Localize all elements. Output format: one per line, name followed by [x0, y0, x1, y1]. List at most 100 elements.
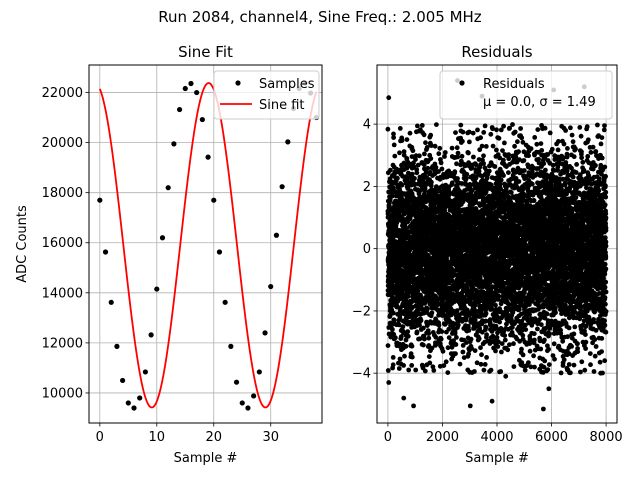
residual-point	[458, 122, 464, 128]
residual-point	[426, 354, 432, 359]
residual-point	[473, 175, 479, 181]
residual-point	[409, 363, 415, 368]
sample-point	[165, 185, 171, 191]
sample-point	[108, 299, 114, 305]
residual-point	[429, 310, 435, 316]
residual-point	[417, 153, 422, 159]
residual-point	[494, 335, 500, 340]
residual-point	[490, 143, 496, 149]
residual-point	[423, 140, 428, 146]
sine-fit-x-tick-label: 0	[96, 430, 104, 445]
residual-point	[455, 322, 461, 328]
residual-point	[410, 148, 416, 154]
residual-point	[401, 149, 407, 155]
residual-point	[464, 171, 470, 177]
residual-point	[428, 156, 434, 162]
sine-fit-title: Sine Fit	[178, 43, 233, 61]
residual-point	[414, 170, 420, 176]
residual-point	[477, 325, 482, 331]
residual-point	[494, 147, 499, 153]
residual-point	[493, 302, 498, 308]
residual-point	[405, 294, 411, 299]
residual-point	[436, 151, 442, 157]
sample-point	[279, 184, 285, 190]
residual-point	[499, 349, 504, 355]
sample-point	[125, 400, 131, 406]
residual-point	[470, 130, 476, 136]
sine-fit-curve	[98, 82, 318, 409]
residual-point	[385, 368, 391, 373]
sine-fit-legend: Samples Sine fit	[213, 70, 320, 120]
residual-point	[468, 336, 474, 342]
residual-point	[392, 153, 398, 159]
residual-point	[391, 131, 396, 137]
residual-point	[481, 130, 487, 135]
residual-point	[438, 336, 444, 342]
sample-point	[131, 405, 137, 411]
residual-point	[390, 355, 396, 360]
residual-point	[425, 165, 431, 171]
residual-point	[442, 150, 448, 155]
sample-point	[216, 249, 223, 255]
sample-point	[256, 369, 262, 375]
residual-point	[426, 335, 432, 341]
residual-point	[478, 361, 484, 367]
sine-fit-y-tick-label: 22000	[42, 86, 83, 101]
residual-point	[442, 154, 447, 159]
residual-point	[515, 139, 520, 145]
residual-point	[493, 348, 498, 354]
residual-point	[398, 334, 404, 339]
residual-point	[431, 368, 437, 373]
sample-point	[102, 249, 109, 255]
residual-point	[401, 152, 407, 158]
residual-point	[501, 123, 506, 129]
residual-point	[411, 160, 416, 166]
residual-point	[475, 127, 480, 133]
residual-point	[393, 335, 398, 341]
residual-point	[481, 367, 487, 373]
residual-point	[409, 171, 415, 177]
residual-point	[502, 333, 508, 338]
residual-point	[400, 324, 406, 330]
residual-point	[421, 342, 426, 348]
sine-fit-ticks: 0 10 20 30100001200014000160001800020000220…	[42, 86, 279, 445]
residual-point	[501, 173, 506, 179]
residual-point	[399, 196, 405, 202]
sample-point	[148, 332, 154, 338]
residual-point	[409, 354, 415, 360]
sine-fit-x-label: Sample #	[174, 451, 238, 466]
residual-point	[518, 126, 523, 131]
residual-point	[405, 333, 411, 339]
residual-point	[452, 169, 458, 175]
sample-point	[199, 116, 205, 123]
residual-point	[395, 175, 400, 181]
sample-point	[159, 235, 166, 241]
residual-point	[439, 166, 445, 172]
residual-point	[506, 156, 512, 162]
figure-title: Run 2084, channel4, Sine Freq.: 2.005 MH…	[158, 8, 482, 26]
legend-sine-fit-label: Sine fit	[259, 98, 305, 113]
residual-point	[433, 165, 439, 170]
residual-point	[454, 335, 459, 340]
residual-point	[483, 144, 489, 149]
residual-point	[407, 130, 413, 136]
residual-point	[404, 226, 409, 231]
residual-point	[418, 318, 424, 323]
residual-point	[399, 182, 405, 188]
residual-point	[481, 153, 486, 159]
residual-point	[472, 348, 478, 353]
residual-point	[404, 156, 410, 161]
sine-fit-y-tick-label: 16000	[42, 236, 83, 251]
residual-point	[454, 161, 459, 167]
sample-point	[251, 393, 257, 399]
sample-point	[176, 106, 183, 113]
residual-point	[390, 193, 396, 199]
residual-point	[497, 181, 503, 187]
residual-point	[498, 177, 504, 183]
residual-point	[396, 366, 402, 371]
sine-fit-panel: 0 10 20 30100001200014000160001800020000220…	[15, 43, 323, 466]
residual-point	[498, 369, 504, 374]
residual-point	[439, 329, 445, 334]
